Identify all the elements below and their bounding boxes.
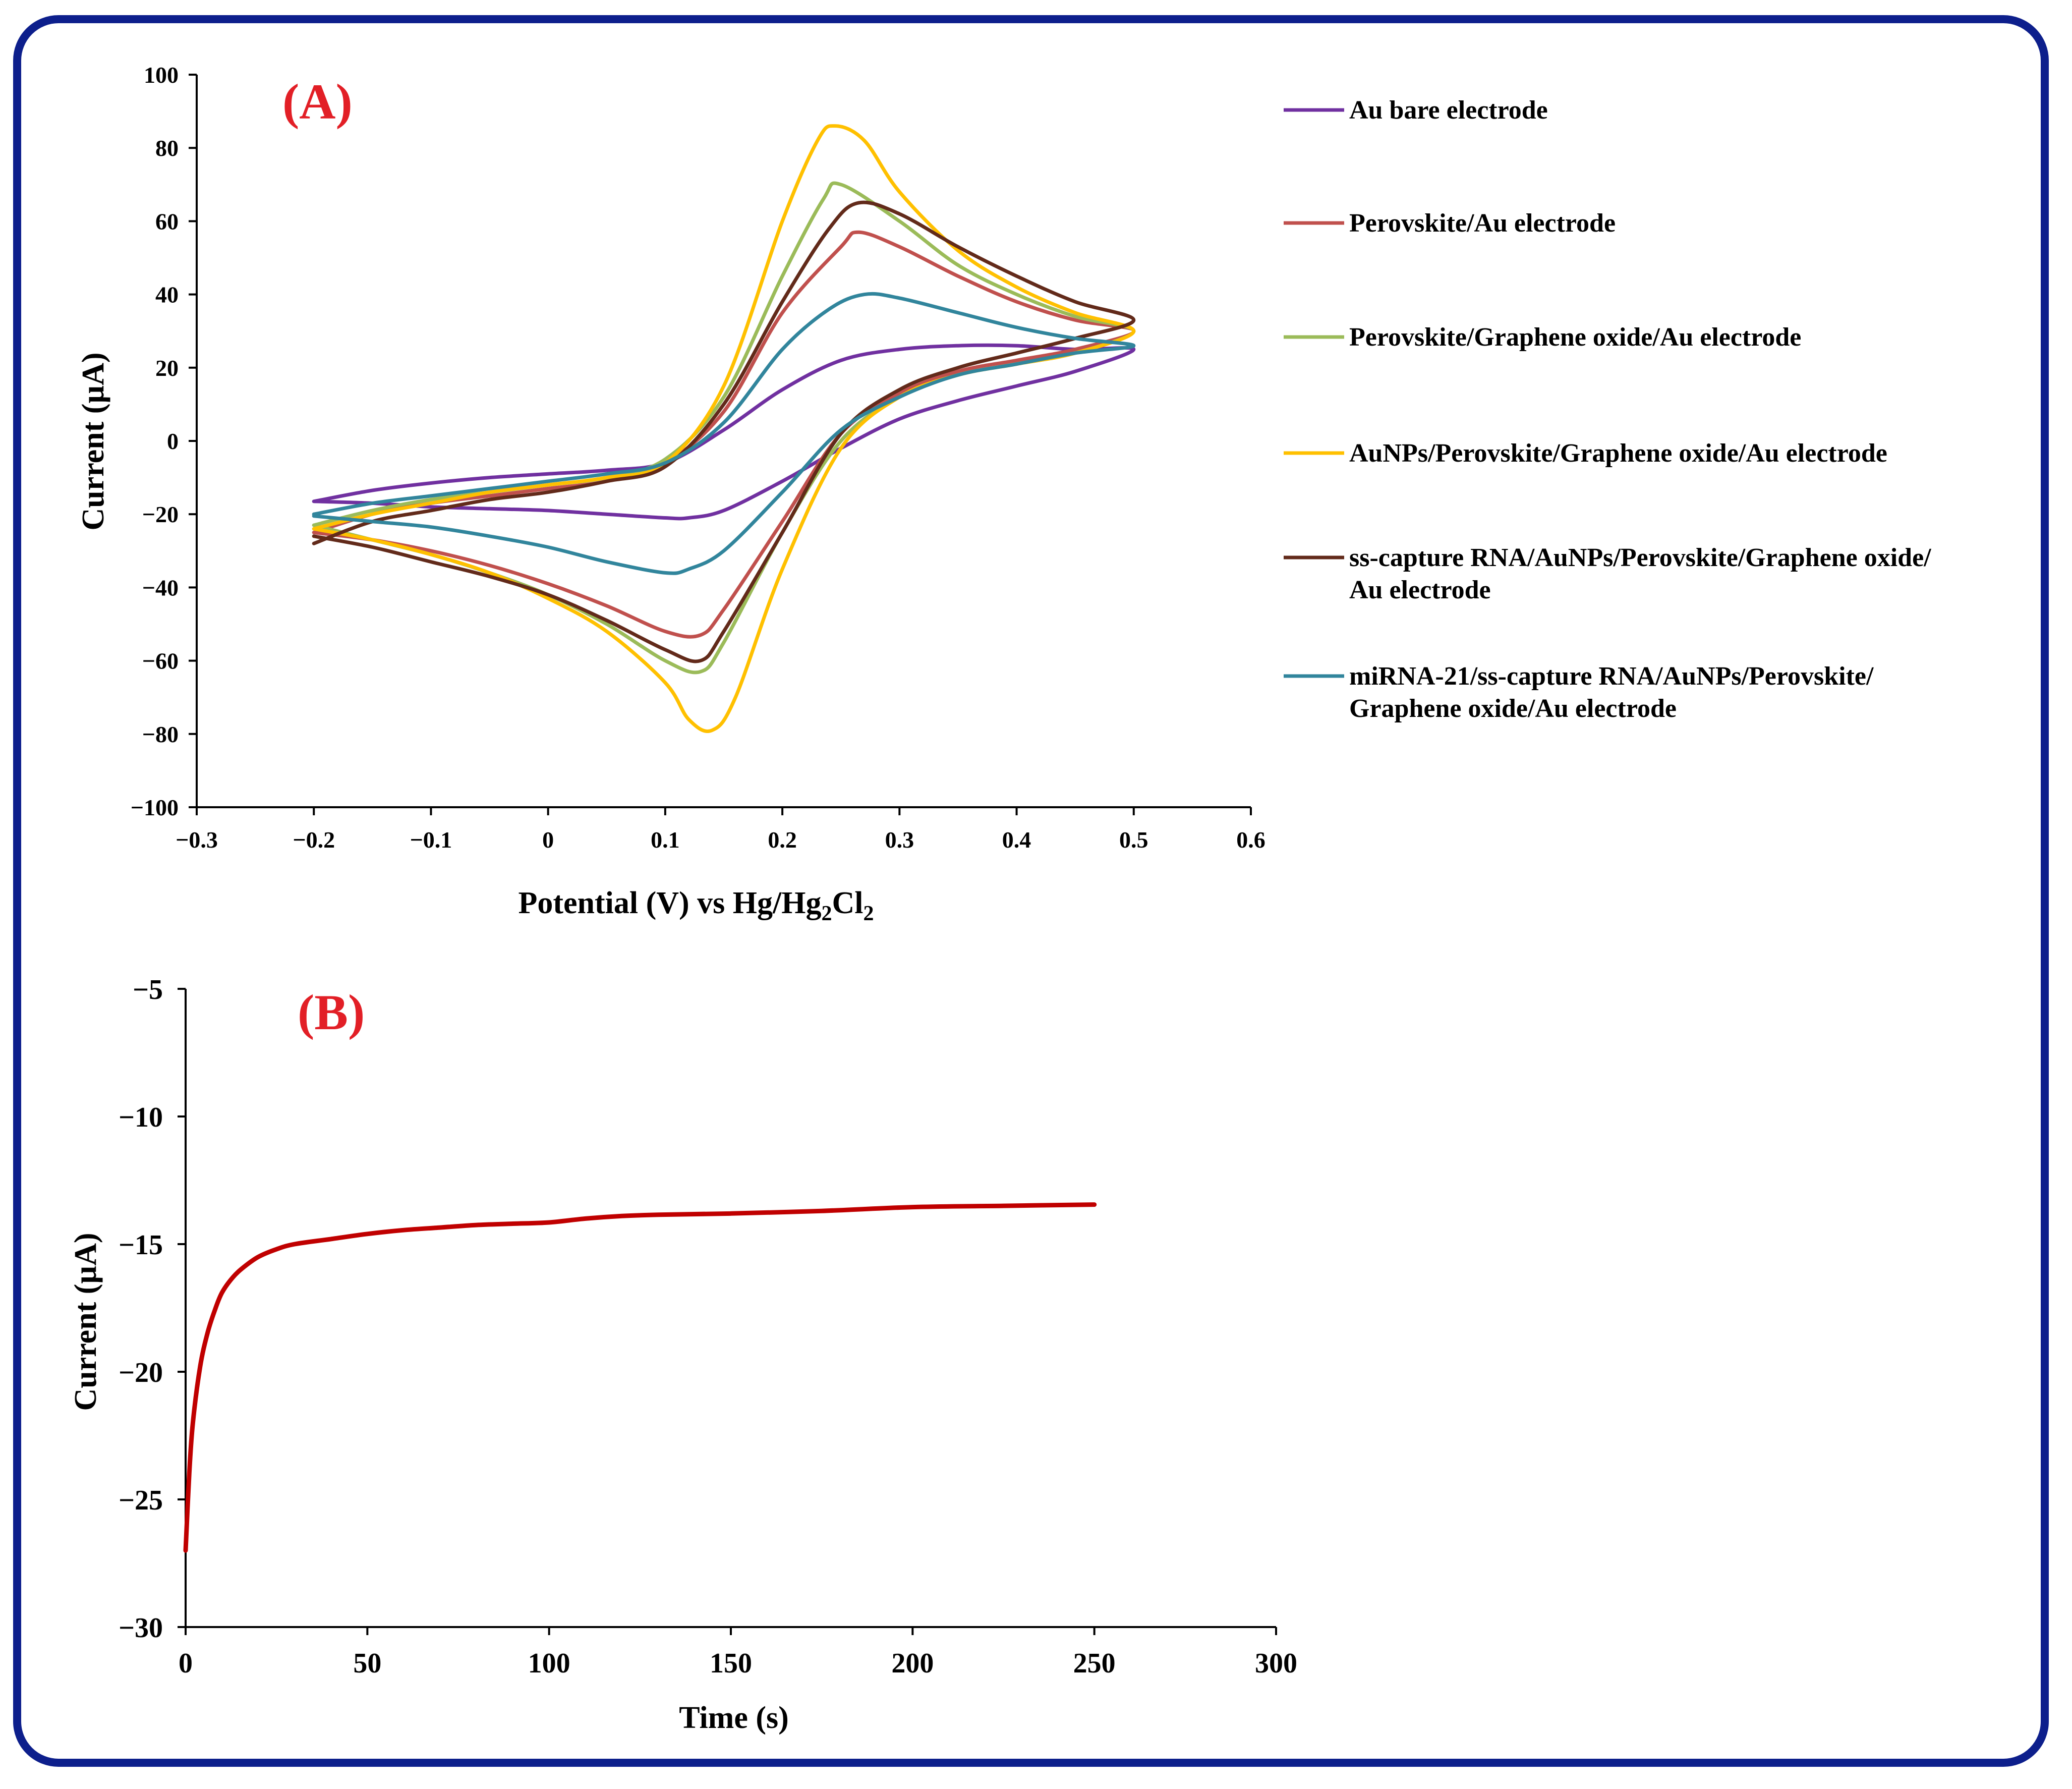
panel-b-x-tick-label: 300 — [1255, 1648, 1297, 1679]
panel-a-series-line-5 — [312, 200, 1136, 663]
x-axis-title-subscript-1: 2 — [822, 902, 832, 925]
panel-a-series-line-6 — [312, 292, 1136, 575]
legend-label-6: Graphene oxide/Au electrode — [1349, 694, 1677, 723]
legend-label-3: Perovskite/Graphene oxide/Au electrode — [1349, 323, 1801, 352]
panel-b-chart: −30−25−20−15−10−50 50 100 150 200 250 300 (B) … — [69, 974, 1297, 1735]
panel-a-y-tick-label: 100 — [144, 62, 179, 88]
panel-a-x-tick-label: 0 — [542, 827, 554, 853]
x-axis-title-subscript-2: 2 — [864, 902, 874, 925]
panel-a-y-tick-label: −20 — [142, 501, 179, 527]
panel-a-y-tick-label: 80 — [155, 135, 179, 161]
panel-a-series-line-3 — [312, 181, 1136, 675]
panel-b-x-tick-label: 100 — [528, 1648, 570, 1679]
panel-b-x-tick-label: 50 — [353, 1648, 381, 1679]
panel-a-x-tick-label: 0.2 — [768, 827, 797, 853]
panel-a-ticks: −100 −80 −60 −40 −20 0 20 40 60 80 100 −0.3 −0.2 −0.1… — [131, 62, 1265, 853]
panel-b-y-tick-label: −10 — [119, 1102, 163, 1133]
panel-a-y-tick-label: 0 — [167, 428, 179, 454]
panel-b-x-tick-label: 250 — [1073, 1648, 1116, 1679]
legend-label-5: ss-capture RNA/AuNPs/Perovskite/Graphene… — [1349, 543, 1931, 572]
panel-b-series-line-1 — [183, 1202, 1097, 1553]
panel-b-y-tick-label: −30 — [119, 1612, 163, 1644]
panel-a-y-tick-label: 20 — [155, 355, 179, 381]
panel-b-label: (B) — [298, 984, 365, 1040]
legend-label-5: Au electrode — [1349, 576, 1491, 604]
panel-a-x-tick-label: −0.1 — [410, 827, 452, 853]
panel-b-x-tick-label: 0 — [179, 1648, 193, 1679]
panel-a-y-tick-label: 60 — [155, 208, 179, 234]
panel-b-y-axis-title: Current (µA) — [69, 1233, 103, 1411]
panel-a-x-tick-label: 0.1 — [651, 827, 680, 853]
panel-a-series — [312, 124, 1136, 733]
panel-a-x-tick-label: 0.6 — [1236, 827, 1265, 853]
panel-a-x-tick-label: 0.4 — [1002, 827, 1031, 853]
panel-b-y-tick-label: −5 — [133, 974, 163, 1005]
legend-label-6: miRNA-21/ss-capture RNA/AuNPs/Perovskite… — [1349, 662, 1874, 691]
legend-label-2: Perovskite/Au electrode — [1349, 209, 1616, 238]
x-axis-title-mid: Cl — [832, 886, 864, 920]
x-axis-title-main: Potential (V) vs Hg/Hg — [519, 886, 822, 920]
panel-a-y-axis-title: Current (µA) — [76, 352, 110, 530]
panel-a-x-tick-label: 0.5 — [1119, 827, 1148, 853]
panel-b-y-tick-label: −25 — [119, 1485, 163, 1516]
legend-label-4: AuNPs/Perovskite/Graphene oxide/Au elect… — [1349, 439, 1887, 468]
panel-a-y-tick-label: −40 — [142, 575, 179, 600]
panel-a-series-line-4 — [312, 124, 1136, 733]
panel-a-y-tick-label: −60 — [142, 648, 179, 674]
panel-b-ticks: −30 −25 −20 −15 −10 −5 0 50 100 150 200 250 300 — [119, 974, 1297, 1679]
panel-b-x-tick-label: 200 — [891, 1648, 934, 1679]
panel-b-y-tick-label: −15 — [119, 1229, 163, 1261]
panel-a-legend: Au bare electrode Perovskite/Au electrode… — [1284, 96, 1931, 723]
legend-label-1: Au bare electrode — [1349, 96, 1548, 125]
panel-a-y-tick-label: −100 — [131, 795, 179, 820]
panel-a-x-axis-title: Potential (V) vs Hg/Hg2Cl2 — [519, 886, 874, 925]
panel-b-y-tick-label: −20 — [119, 1357, 163, 1388]
panel-b-x-axis-title: Time (s) — [679, 1701, 789, 1735]
panel-a-label: (A) — [282, 74, 353, 130]
panel-a-x-tick-label: −0.3 — [176, 827, 218, 853]
panel-b-x-tick-label: 150 — [710, 1648, 752, 1679]
panel-a-x-tick-label: −0.2 — [293, 827, 335, 853]
panel-a-y-tick-label: 40 — [155, 282, 179, 308]
panel-a-x-tick-label: 0.3 — [885, 827, 914, 853]
panel-a-y-tick-label: −80 — [142, 721, 179, 747]
panel-a-series-line-1 — [312, 343, 1136, 521]
panel-b-series — [183, 1202, 1097, 1553]
